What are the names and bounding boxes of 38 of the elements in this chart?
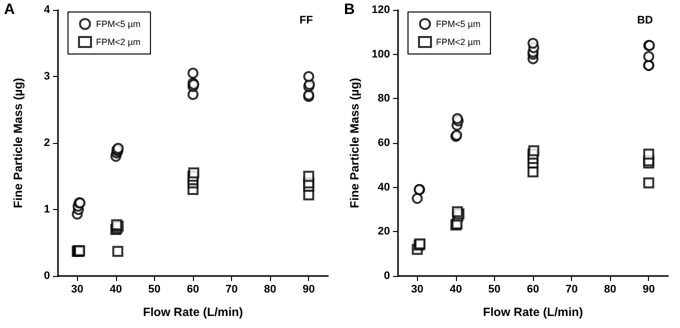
y-tick-label: 0 [44,270,50,282]
y-tick-label: 20 [378,226,390,238]
text: A [4,1,15,18]
x-tick-label: 60 [526,284,540,296]
legend-label: FPM<5 µm [96,19,140,29]
x-tick-label: 90 [302,284,315,296]
chart-title: BD [637,14,654,26]
x-axis-title: Flow Rate (L/min) [483,305,583,319]
x-tick-label: 90 [642,284,655,296]
x-tick-label: 30 [411,284,424,296]
legend-label: FPM<2 µm [96,37,140,47]
x-axis-title: Flow Rate (L/min) [143,305,243,319]
y-tick-label: 60 [378,137,390,149]
legend-label: FPM<2 µm [436,37,480,47]
y-tick-label: 0 [384,270,390,282]
text: B [344,1,355,18]
x-tick-label: 40 [450,284,462,296]
y-tick-label: 120 [372,4,390,16]
chart-title: FF [300,14,314,26]
y-axis-title: Fine Particle Mass (µg) [11,78,25,208]
x-tick-label: 60 [186,284,200,296]
x-tick-label: 80 [264,284,276,296]
x-tick-label: 70 [565,284,578,296]
y-tick-label: 100 [372,48,390,60]
x-tick-label: 80 [604,284,616,296]
y-tick-label: 2 [44,137,50,149]
x-tick-label: 50 [488,284,501,296]
x-tick-label: 70 [225,284,238,296]
y-axis-title: Fine Particle Mass (µg) [348,78,362,208]
y-tick-label: 3 [44,70,50,82]
x-tick-label: 40 [110,284,122,296]
x-tick-label: 50 [148,284,161,296]
legend-label: FPM<5 µm [436,19,480,29]
y-tick-label: 40 [378,181,390,194]
y-tick-label: 80 [378,92,390,105]
y-tick-label: 1 [44,204,50,216]
y-tick-label: 4 [44,4,51,16]
x-tick-label: 30 [71,284,84,296]
